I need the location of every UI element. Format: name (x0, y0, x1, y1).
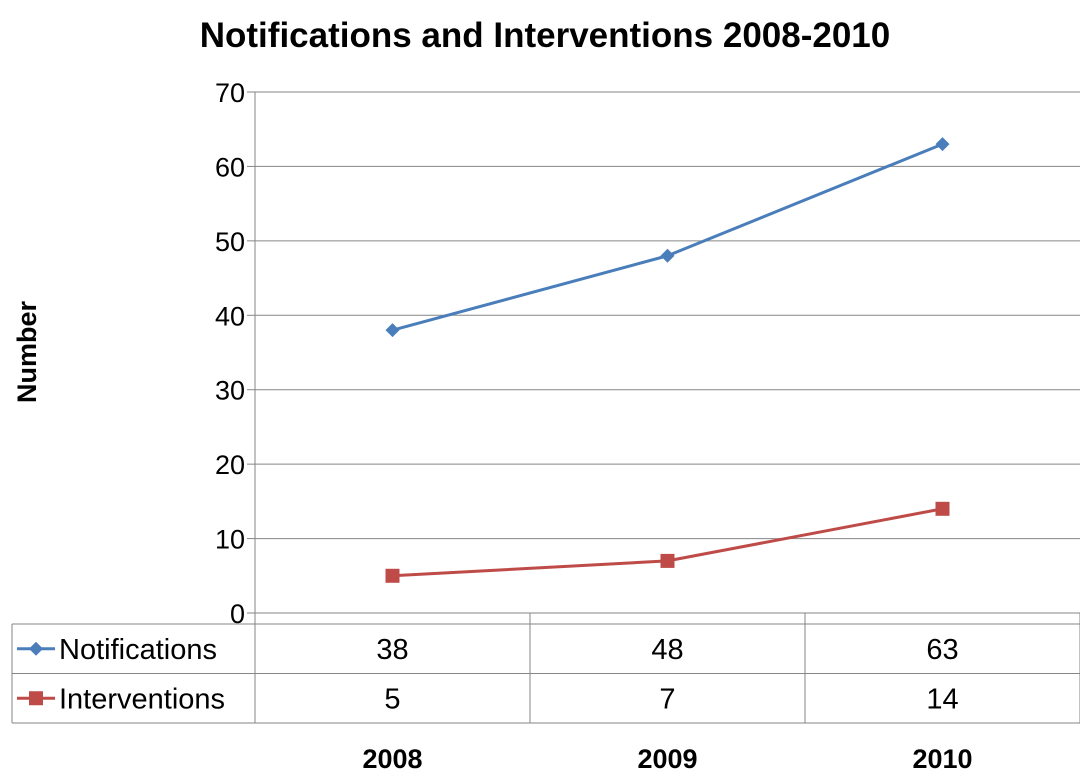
data-point-interventions (935, 501, 950, 516)
gridlines (247, 91, 1080, 614)
ytick-label-70: 70 (215, 78, 245, 108)
x-category-label: 2010 (912, 744, 972, 771)
series-lines (385, 137, 950, 583)
ytick-label-40: 40 (215, 301, 245, 331)
legend-label: Notifications (59, 634, 217, 666)
data-point-notifications (935, 137, 950, 152)
ytick-label-10: 10 (215, 525, 245, 555)
table-cell-value: 38 (376, 634, 408, 666)
data-point-notifications (660, 248, 675, 263)
legend-marker-diamond (29, 641, 43, 656)
table-cell-value: 14 (926, 683, 958, 715)
data-point-interventions (660, 553, 675, 568)
y-axis-ticks: 0 10 20 30 40 50 60 70 (215, 78, 245, 629)
table-cell-value: 7 (659, 683, 675, 715)
x-category-label: 2009 (637, 744, 697, 771)
data-point-interventions (385, 568, 400, 583)
x-category-label: 2008 (362, 744, 422, 771)
ytick-label-20: 20 (215, 450, 245, 480)
legend-label: Interventions (59, 683, 225, 715)
table-cell-value: 63 (926, 634, 958, 666)
data-point-notifications (385, 323, 400, 338)
table-cell-value: 48 (651, 634, 683, 666)
x-axis-categories: 2008 2009 2010 (362, 744, 972, 771)
ytick-label-30: 30 (215, 376, 245, 406)
chart-title: Notifications and Interventions 2008-201… (200, 16, 890, 55)
ytick-label-50: 50 (215, 227, 245, 257)
ytick-label-0: 0 (230, 599, 245, 629)
legend-marker-square (29, 691, 43, 706)
table-cell-value: 5 (384, 683, 400, 715)
series-line-notifications (392, 142, 944, 332)
y-axis-label: Number (12, 301, 42, 404)
ytick-label-60: 60 (215, 152, 245, 182)
data-table: Notifications 38 48 63 Interventions 5 7 14 (11, 613, 1080, 724)
